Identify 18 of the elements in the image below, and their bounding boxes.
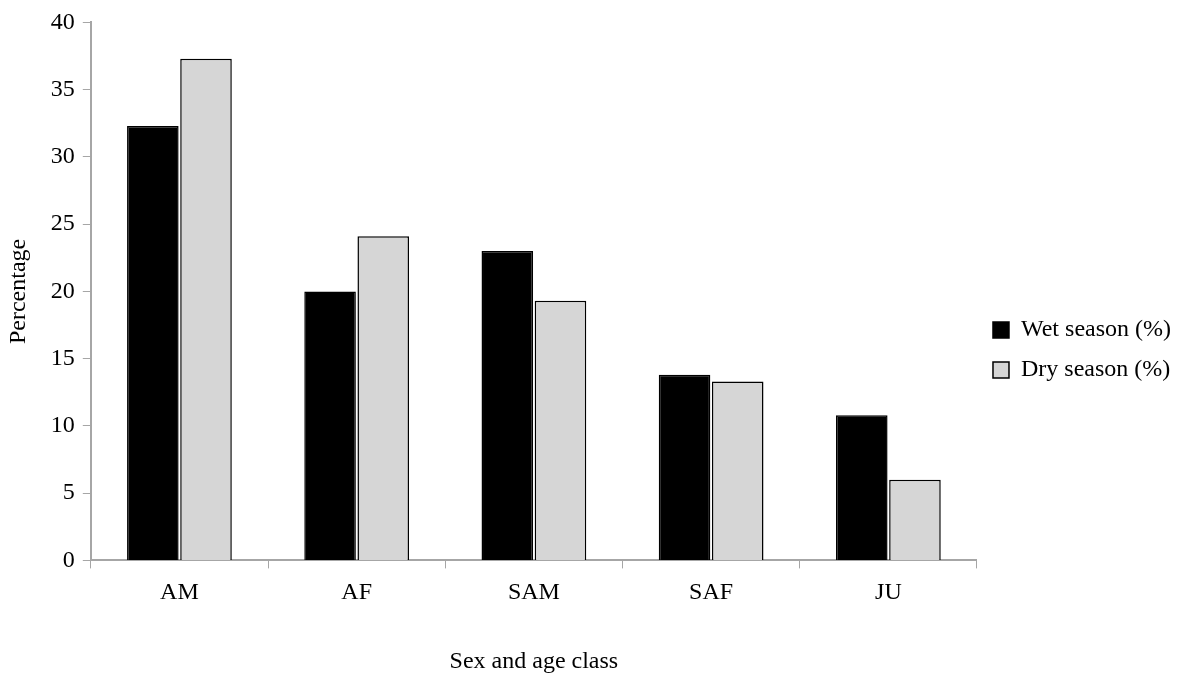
y-tick-label: 40 xyxy=(50,7,75,34)
y-tick-label: 30 xyxy=(50,142,75,169)
x-tick-label: AF xyxy=(341,578,372,605)
legend-label: Dry season (%) xyxy=(1020,355,1171,382)
x-tick-label: AM xyxy=(160,578,199,605)
y-tick-label: 5 xyxy=(62,478,75,505)
y-tick-label: 15 xyxy=(50,343,75,370)
x-tick-label: SAM xyxy=(507,578,560,605)
x-axis-title: Sex and age class xyxy=(449,646,619,673)
legend-label: Wet season (%) xyxy=(1020,315,1171,342)
y-tick-label: 25 xyxy=(50,209,75,236)
y-tick-label: 20 xyxy=(50,276,75,303)
y-tick-label: 35 xyxy=(50,74,75,101)
y-tick-label: 0 xyxy=(62,545,75,572)
y-tick-label: 10 xyxy=(50,411,75,438)
x-tick-label: JU xyxy=(875,578,902,605)
y-axis-title: Percentage xyxy=(3,238,30,345)
x-tick-label: SAF xyxy=(689,578,734,605)
